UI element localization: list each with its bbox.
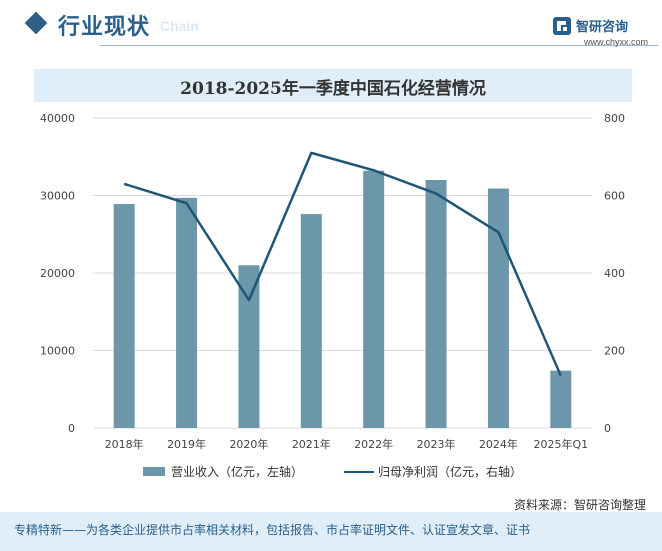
footer-text: 专精特新——为各类企业提供市占率相关材料，包括报告、市占率证明文件、认证宣发文章… [14,523,531,537]
y-left-tick-label: 30000 [40,190,75,203]
x-tick-label: 2022年 [354,437,393,451]
x-tick-label: 2021年 [292,437,331,451]
legend-bar-label: 营业收入（亿元，左轴） [171,465,304,479]
x-tick-label: 2025年Q1 [533,437,588,451]
brand-logo-icon [553,17,571,35]
y-right-tick-label: 0 [604,422,611,435]
y-left-tick-label: 40000 [40,112,75,125]
y-right-tick-label: 800 [604,112,625,125]
y-right-tick-label: 600 [604,190,625,203]
chart-title: 2018-2025年一季度中国石化经营情况 [180,79,486,99]
brand-url: www.chyxx.com [583,37,648,47]
bar [113,204,135,428]
diamond-icon [24,11,48,35]
legend-bar-swatch [143,467,165,476]
x-tick-label: 2020年 [229,437,268,451]
legend-line-label: 归母净利润（亿元，右轴） [378,465,523,479]
x-tick-label: 2019年 [167,437,206,451]
x-tick-label: 2024年 [479,437,518,451]
header-divider [100,45,658,46]
page-title: 行业现状 [58,15,151,40]
bar [238,265,260,428]
y-left-tick-label: 0 [68,422,75,435]
y-right-tick-label: 200 [604,345,625,358]
source-note: 资料来源：智研咨询整理 [513,498,646,512]
legend-line-swatch [344,471,374,473]
footer: 专精特新——为各类企业提供市占率相关材料，包括报告、市占率证明文件、认证宣发文章… [0,512,662,551]
bar [300,214,322,428]
brand-name: 智研咨询 [576,20,629,35]
bar [176,197,198,428]
series-line [123,151,562,377]
bar [425,180,447,428]
chart: 0 10000 20000 30000 40000 0 200 400 600 800 2018年 2… [40,112,625,451]
y-left-tick-label: 10000 [40,345,75,358]
header: 行业现状 Chain 智研咨询 www.chyxx.com [0,0,662,50]
header-subtitle: Chain [160,18,199,34]
x-tick-label: 2018年 [105,437,144,451]
legend: 营业收入（亿元，左轴） 归母净利润（亿元，右轴） [0,462,662,482]
bar [487,188,509,428]
bar [363,170,385,428]
y-left-tick-label: 20000 [40,267,75,280]
bar [550,370,572,428]
x-tick-label: 2023年 [417,437,456,451]
y-right-tick-label: 400 [604,267,625,280]
chart-title-band: 2018-2025年一季度中国石化经营情况 [34,69,632,102]
